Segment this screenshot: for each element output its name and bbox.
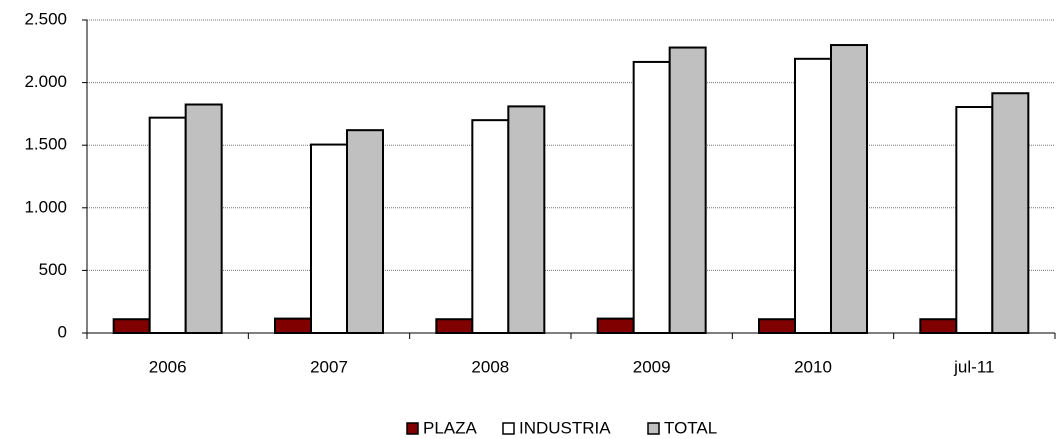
x-tick-label: 2010 bbox=[794, 357, 832, 376]
legend-label: TOTAL bbox=[664, 418, 717, 437]
bar bbox=[632, 60, 671, 335]
bar bbox=[596, 317, 635, 334]
bar bbox=[112, 318, 151, 334]
legend-swatch bbox=[406, 422, 419, 435]
legend-label: INDUSTRIA bbox=[519, 418, 611, 437]
y-tick-label: 1.000 bbox=[24, 197, 67, 216]
y-tick-label: 2.000 bbox=[24, 72, 67, 91]
bar bbox=[919, 318, 958, 334]
bar bbox=[758, 318, 796, 334]
bar bbox=[435, 318, 474, 334]
bar bbox=[184, 103, 223, 335]
bar bbox=[346, 129, 384, 334]
x-tick-label: 2006 bbox=[149, 357, 187, 376]
y-tick-label: 0 bbox=[58, 322, 67, 341]
bar bbox=[274, 317, 312, 334]
x-tick-label: 2007 bbox=[310, 357, 348, 376]
x-tick-label: 2008 bbox=[471, 357, 509, 376]
bar bbox=[310, 143, 348, 334]
legend-swatch bbox=[647, 422, 660, 435]
bar bbox=[668, 46, 707, 334]
y-tick-label: 2.500 bbox=[24, 9, 67, 28]
legend-label: PLAZA bbox=[423, 418, 478, 437]
bar bbox=[830, 44, 868, 334]
y-tick-label: 500 bbox=[39, 260, 67, 279]
bar bbox=[148, 116, 187, 334]
x-tick-label: jul-11 bbox=[953, 357, 994, 376]
bar bbox=[991, 92, 1030, 334]
x-tick-label: 2009 bbox=[633, 357, 671, 376]
legend-swatch bbox=[502, 422, 515, 435]
bar bbox=[794, 57, 832, 334]
y-tick-label: 1.500 bbox=[24, 135, 67, 154]
bar bbox=[507, 105, 546, 334]
bar bbox=[471, 119, 510, 334]
bar bbox=[955, 106, 994, 334]
